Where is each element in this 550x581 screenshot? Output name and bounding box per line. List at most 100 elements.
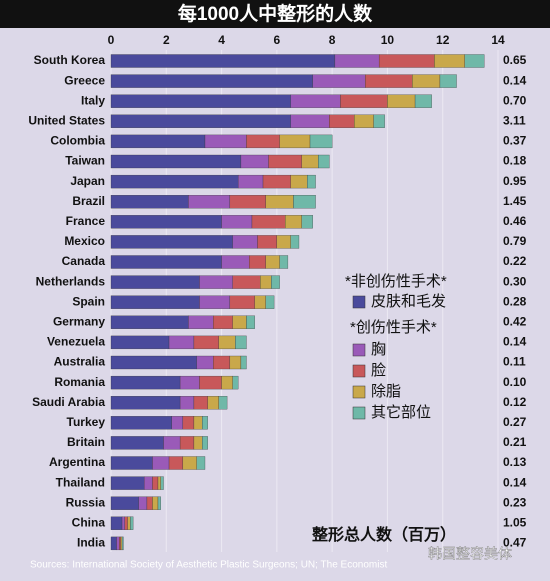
- bar-segment: [202, 416, 208, 430]
- total-label: 0.30: [503, 274, 527, 288]
- bar-segment: [329, 114, 355, 128]
- watermark: 韩国整容美体: [428, 546, 512, 562]
- category-label: Japan: [70, 174, 105, 188]
- total-label: 0.11: [503, 355, 526, 369]
- bar-segment: [110, 335, 170, 350]
- x-tick-label: 4: [218, 33, 225, 47]
- bar-segment: [168, 456, 184, 470]
- category-label: Brazil: [72, 194, 105, 208]
- bar-segment: [464, 54, 485, 68]
- bar-segment: [110, 315, 189, 329]
- total-label: 0.46: [503, 214, 527, 228]
- bar-segment: [265, 295, 275, 309]
- category-label: France: [66, 214, 106, 228]
- bar-segment: [414, 94, 432, 108]
- bar-segment: [124, 516, 128, 530]
- bar-segment: [204, 134, 247, 149]
- category-label: Colombia: [50, 134, 105, 148]
- bar-segment: [110, 174, 239, 189]
- bar-segment: [182, 456, 197, 470]
- bar-segment: [213, 315, 233, 329]
- bar-segment: [160, 476, 164, 490]
- category-label: India: [77, 536, 105, 550]
- total-label: 0.23: [503, 495, 527, 509]
- legend-label: 脸: [371, 362, 386, 379]
- bar-segment: [279, 134, 311, 149]
- x-tick-label: 14: [491, 33, 505, 47]
- bar-segment: [110, 516, 123, 530]
- chart-title: 每1000人中整形的人数: [178, 2, 373, 25]
- bar-segment: [202, 436, 208, 450]
- total-label: 0.22: [503, 254, 527, 268]
- total-label: 0.65: [503, 53, 527, 67]
- bar-segment: [276, 235, 291, 249]
- category-label: China: [72, 515, 106, 529]
- bar-segment: [110, 375, 181, 390]
- bar-segment: [110, 295, 200, 309]
- bar-segment: [179, 375, 200, 390]
- bar-segment: [373, 114, 385, 128]
- legend-swatch: [352, 406, 366, 420]
- bar-segment: [110, 215, 222, 229]
- bar-segment: [268, 154, 302, 169]
- bar-segment: [163, 436, 181, 450]
- bar-segment: [188, 315, 214, 329]
- bar-segment: [110, 275, 200, 289]
- bar-segment: [110, 94, 291, 108]
- x-tick-label: 2: [163, 33, 170, 47]
- bar-segment: [221, 215, 253, 229]
- bar-segment: [110, 436, 164, 450]
- bar-segment: [110, 195, 189, 209]
- x-tick-label: 10: [381, 33, 395, 47]
- legend-swatch: [352, 385, 366, 399]
- bar-segment: [193, 335, 219, 350]
- bar-segment: [312, 74, 366, 88]
- bar-segment: [199, 295, 231, 309]
- bar-segment: [232, 375, 239, 390]
- bar-segment: [130, 516, 134, 530]
- bar-segment: [110, 235, 233, 249]
- x-tick-label: 12: [436, 33, 450, 47]
- title-bar: [0, 0, 550, 28]
- source: Sources: International Society of Aesthe…: [30, 560, 387, 571]
- total-label: 0.13: [503, 455, 527, 469]
- bar-segment: [146, 496, 153, 510]
- bar-segment: [307, 174, 316, 189]
- bar-segment: [262, 174, 291, 189]
- bar-segment: [284, 215, 302, 229]
- bar-segment: [152, 496, 159, 510]
- bar-segment: [110, 154, 242, 169]
- bar-segment: [207, 396, 219, 410]
- x-tick-label: 8: [329, 33, 336, 47]
- totals-label: 整形总人数（百万）: [311, 525, 456, 544]
- category-label: Argentina: [49, 455, 105, 469]
- bar-segment: [246, 315, 255, 329]
- bar-segment: [318, 154, 330, 169]
- bar-segment: [152, 456, 170, 470]
- bar-segment: [144, 476, 153, 490]
- legend-swatch: [352, 295, 366, 309]
- bar-segment: [213, 355, 231, 370]
- total-label: 1.45: [503, 194, 527, 208]
- bar-segment: [229, 295, 255, 309]
- bar-segment: [221, 255, 250, 269]
- bar-segment: [199, 275, 233, 289]
- bar-segment: [179, 436, 195, 450]
- bar-segment: [290, 235, 300, 249]
- category-label: Netherlands: [36, 274, 106, 288]
- bar-segment: [121, 516, 125, 530]
- bar-segment: [168, 335, 195, 350]
- bar-segment: [309, 134, 333, 149]
- category-label: Spain: [72, 294, 105, 308]
- bar-segment: [138, 496, 148, 510]
- total-label: 0.21: [503, 435, 527, 449]
- bar-segment: [110, 476, 145, 490]
- bar-segment: [218, 396, 228, 410]
- category-label: Britain: [67, 435, 105, 449]
- bar-segment: [265, 255, 280, 269]
- bar-segment: [193, 396, 208, 410]
- category-label: Russia: [66, 495, 106, 509]
- bar-segment: [240, 355, 247, 370]
- category-label: Turkey: [67, 415, 106, 429]
